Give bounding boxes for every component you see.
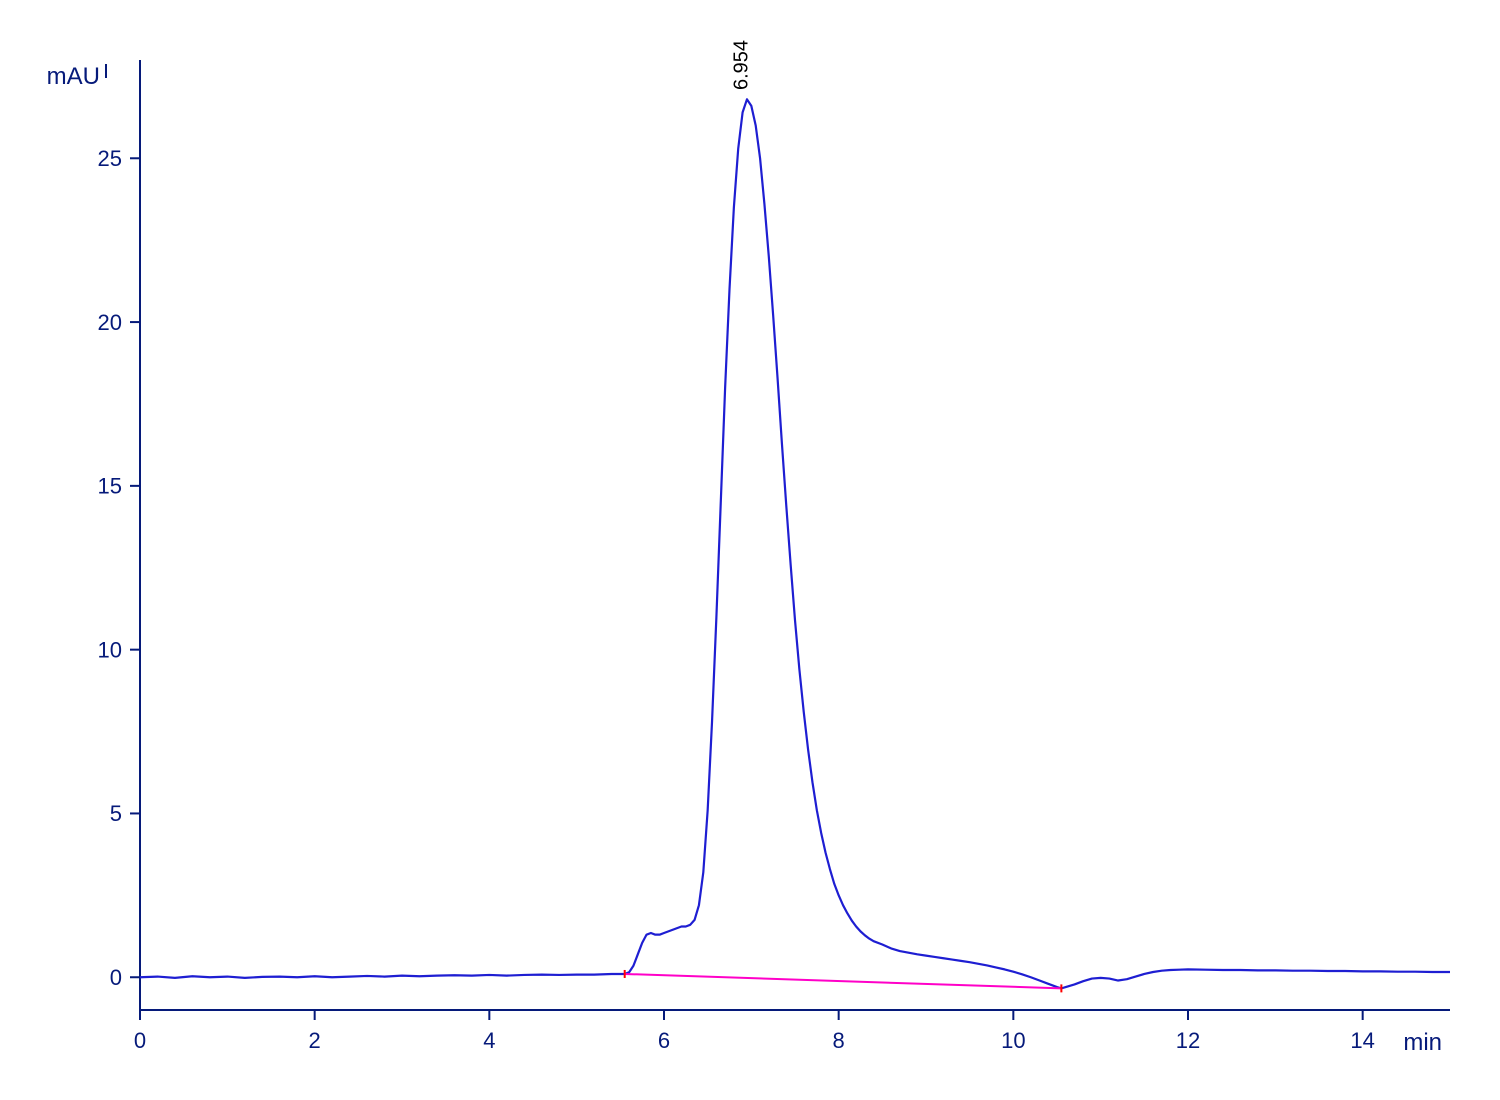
y-tick-label: 15 xyxy=(98,474,122,499)
chromatogram-chart: 0 2 4 6 8 10 12 14 min 0 5 10 15 20 25 mAU 6.954 xyxy=(0,0,1500,1100)
y-axis-label: mAU xyxy=(47,63,100,90)
y-tick-label: 5 xyxy=(110,801,122,826)
x-tick-label: 8 xyxy=(833,1028,845,1053)
peak-label: 6.954 xyxy=(730,40,752,90)
x-tick-label: 10 xyxy=(1001,1028,1025,1053)
y-tick-label: 20 xyxy=(98,310,122,335)
x-tick-label: 12 xyxy=(1176,1028,1200,1053)
y-tick-label: 25 xyxy=(98,146,122,171)
x-tick-label: 2 xyxy=(309,1028,321,1053)
y-tick-label: 0 xyxy=(110,965,122,990)
x-axis-label: min xyxy=(1403,1029,1442,1056)
x-tick-label: 14 xyxy=(1350,1028,1374,1053)
y-tick-label: 10 xyxy=(98,637,122,662)
chart-svg: 0 2 4 6 8 10 12 14 min 0 5 10 15 20 25 mAU 6.954 xyxy=(0,0,1500,1100)
x-tick-label: 6 xyxy=(658,1028,670,1053)
x-tick-label: 4 xyxy=(483,1028,495,1053)
x-tick-label: 0 xyxy=(134,1028,146,1053)
